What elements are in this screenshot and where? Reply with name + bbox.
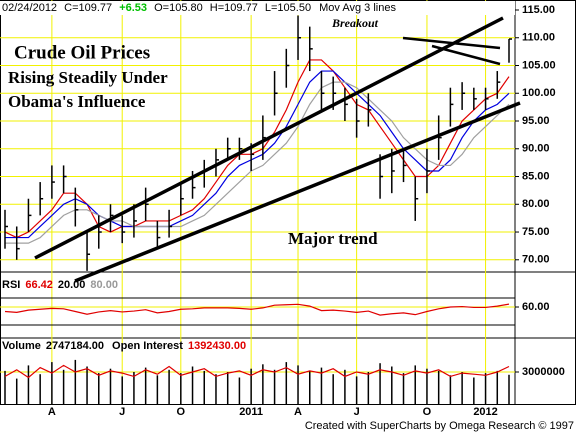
y-tick-label: 75.00 — [522, 226, 550, 238]
annotation: Obama's Influence — [8, 92, 146, 111]
arrow-line — [402, 36, 501, 50]
readout: 80.00 — [90, 279, 118, 291]
y-tick-label: 115.00 — [522, 4, 555, 16]
line — [5, 70, 510, 239]
x-tick-label: A — [294, 406, 302, 418]
header: 02/24/2012 C=109.77 +6.53 O=105.80 H=109… — [2, 2, 396, 14]
panel-title-text: RSI — [2, 279, 20, 291]
line — [4, 303, 510, 316]
y-tick-label: 105.00 — [522, 59, 556, 71]
y-tick-label: 70.00 — [522, 254, 550, 266]
line — [5, 81, 510, 244]
arrow-line — [431, 44, 501, 66]
readout: 2747184.00 — [46, 340, 104, 352]
legend-name: Open Interest — [112, 340, 183, 352]
header-high: H=109.77 — [210, 2, 258, 14]
x-tick-label: J — [119, 406, 125, 418]
annotation: Crude Oil Prices — [14, 42, 150, 63]
annotation: Rising Steadily Under — [8, 68, 168, 87]
y-tick-label: 110.00 — [522, 32, 555, 44]
x-tick-label: 2011 — [239, 406, 263, 418]
plot: A J O 2011 A J O 2012 70.00 75.00 80.00 85.00 90.00 9… — [0, 0, 565, 418]
y-tick-label: 80.00 — [522, 198, 550, 210]
y-tick-label: 100.00 — [522, 87, 556, 99]
credit: Created with SuperCharts by Omega Resear… — [305, 420, 574, 432]
y-tick-label: 3000000 — [522, 366, 565, 378]
line — [4, 59, 510, 239]
trend-line — [74, 101, 521, 283]
header-change: +6.53 — [119, 2, 147, 14]
header-bg — [0, 1, 515, 15]
readout: 1392430.00 — [188, 340, 246, 352]
x-tick-label: A — [48, 406, 56, 418]
trend-line — [34, 16, 504, 260]
y-tick-label: 95.00 — [522, 115, 550, 127]
annotation: Major trend — [288, 229, 378, 248]
y-tick-label: 85.00 — [522, 170, 550, 182]
x-tick-label: J — [354, 406, 360, 418]
x-tick-label: O — [423, 406, 432, 418]
line — [4, 364, 510, 379]
header-indicator: Mov Avg 3 lines — [319, 2, 396, 14]
y-tick-label: 90.00 — [522, 143, 550, 155]
legend-name: Volume — [2, 340, 41, 352]
header-close: C=109.77 — [64, 2, 112, 14]
readout: 20.00 — [58, 279, 86, 291]
x-tick-label: O — [177, 406, 186, 418]
header-date: 02/24/2012 — [2, 2, 57, 14]
annotation: Breakout — [331, 16, 379, 30]
readout: 66.42 — [25, 279, 53, 291]
header-open: O=105.80 — [154, 2, 203, 14]
y-tick-label: 60.00 — [522, 301, 550, 313]
header-low: L=105.50 — [265, 2, 311, 14]
panel-title: RSI 66.42 20.00 80.00 — [2, 279, 118, 291]
x-tick-label: 2012 — [473, 406, 497, 418]
panel-title: Volume 2747184.00 Open Interest 1392430.00 — [2, 340, 246, 352]
